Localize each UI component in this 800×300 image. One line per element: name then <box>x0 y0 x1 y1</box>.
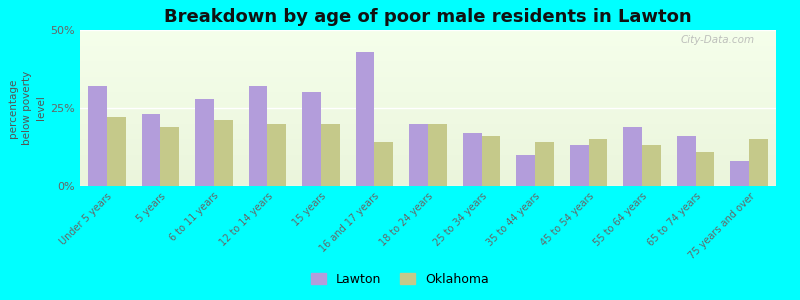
Bar <box>462 133 482 186</box>
Bar <box>696 152 714 186</box>
Bar <box>410 124 428 186</box>
Bar <box>642 146 661 186</box>
Bar <box>730 161 750 186</box>
Title: Breakdown by age of poor male residents in Lawton: Breakdown by age of poor male residents … <box>164 8 692 26</box>
Bar <box>677 136 696 186</box>
Bar <box>160 127 179 186</box>
Bar <box>321 124 340 186</box>
Y-axis label: percentage
below poverty
level: percentage below poverty level <box>8 71 46 145</box>
Bar <box>267 124 286 186</box>
Bar <box>516 155 535 186</box>
Bar <box>88 86 106 186</box>
Bar <box>428 124 446 186</box>
Bar <box>570 146 589 186</box>
Bar <box>374 142 394 186</box>
Bar <box>750 139 768 186</box>
Bar <box>195 99 214 186</box>
Bar <box>535 142 554 186</box>
Bar <box>106 117 126 186</box>
Bar <box>249 86 267 186</box>
Bar <box>482 136 500 186</box>
Bar <box>589 139 607 186</box>
Bar <box>356 52 374 186</box>
Text: City-Data.com: City-Data.com <box>681 35 755 45</box>
Bar <box>142 114 160 186</box>
Legend: Lawton, Oklahoma: Lawton, Oklahoma <box>306 268 494 291</box>
Bar <box>214 121 233 186</box>
Bar <box>302 92 321 186</box>
Bar <box>623 127 642 186</box>
